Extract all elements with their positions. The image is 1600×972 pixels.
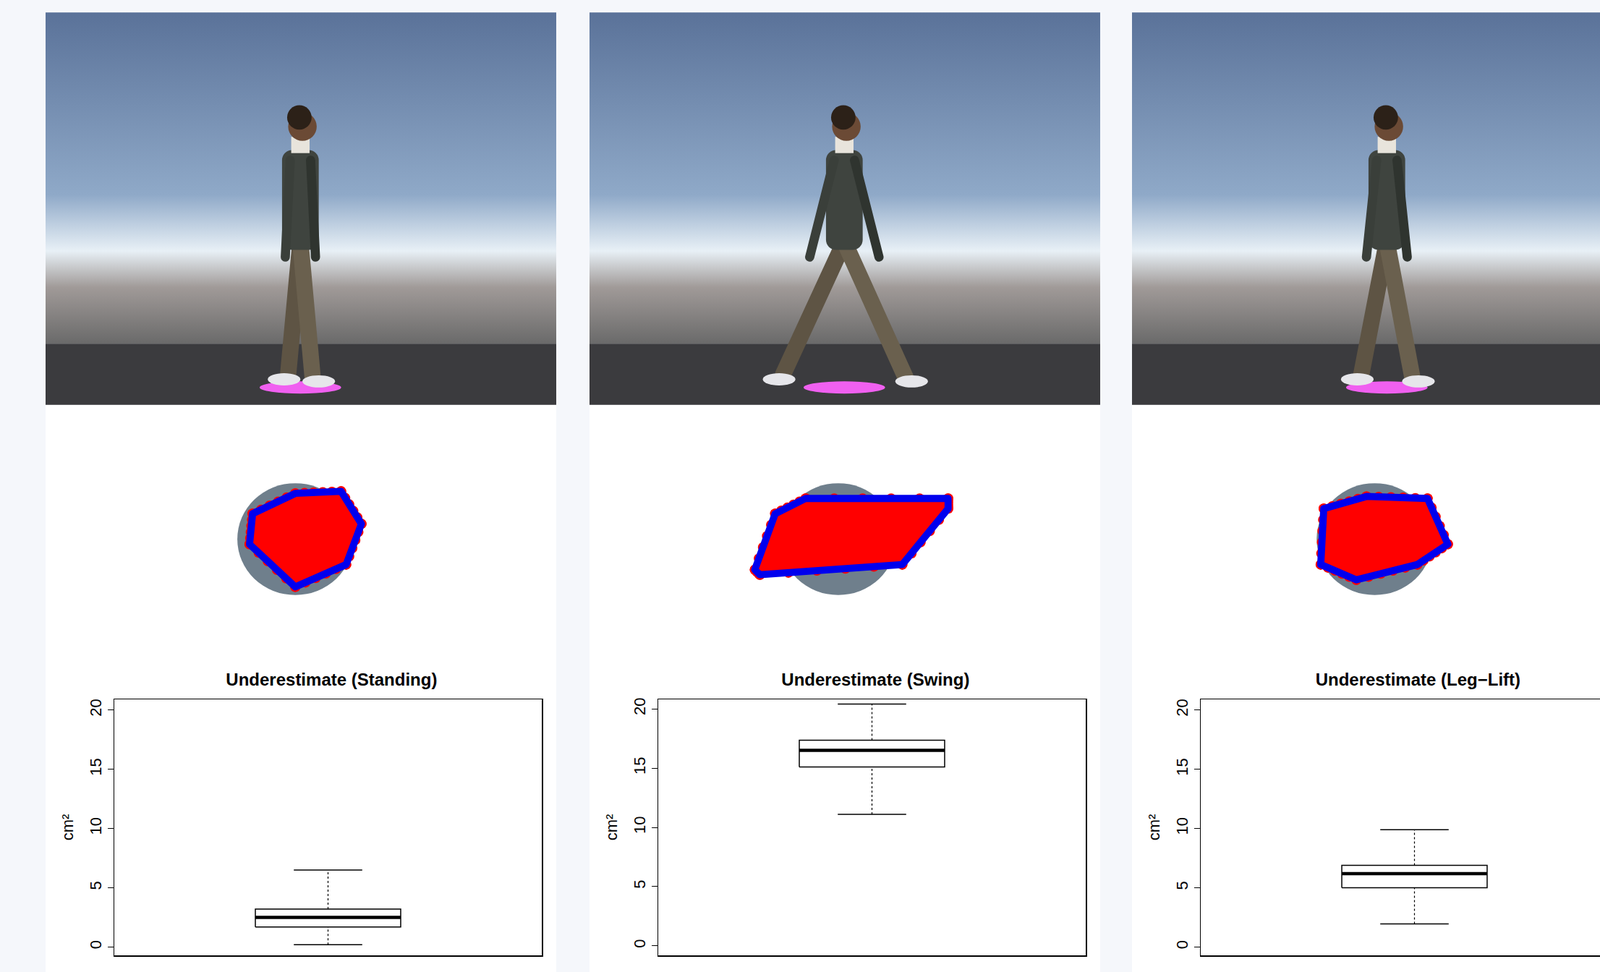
svg-text:15: 15	[630, 757, 649, 775]
svg-text:20: 20	[86, 698, 105, 717]
svg-text:10: 10	[630, 815, 649, 834]
svg-text:20: 20	[630, 698, 649, 716]
svg-text:5: 5	[1173, 881, 1192, 890]
svg-text:Underestimate (Leg−Lift): Underestimate (Leg−Lift)	[1315, 669, 1521, 690]
svg-text:0: 0	[630, 938, 649, 948]
svg-text:cm²: cm²	[58, 814, 77, 842]
svg-text:15: 15	[86, 758, 105, 776]
svg-text:20: 20	[1173, 698, 1192, 717]
svg-text:10: 10	[86, 817, 105, 835]
svg-text:5: 5	[86, 881, 105, 890]
svg-text:cm²: cm²	[602, 814, 621, 842]
svg-text:cm²: cm²	[1145, 814, 1164, 842]
svg-text:0: 0	[86, 940, 105, 950]
svg-text:15: 15	[1173, 758, 1192, 776]
svg-text:Underestimate (Swing): Underestimate (Swing)	[781, 669, 970, 690]
svg-text:5: 5	[630, 880, 649, 889]
svg-text:0: 0	[1173, 940, 1192, 950]
svg-text:Underestimate (Standing): Underestimate (Standing)	[225, 669, 437, 690]
svg-text:10: 10	[1173, 817, 1192, 835]
